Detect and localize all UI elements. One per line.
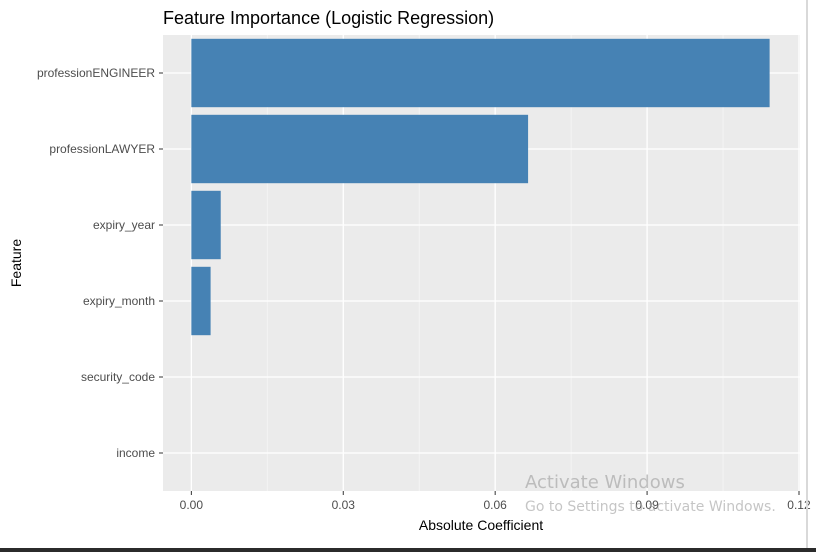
plot-panel — [163, 35, 800, 491]
bar-professionlawyer — [191, 114, 529, 184]
y-axis: professionENGINEER professionLAWYER expiry… — [37, 66, 163, 460]
y-tick-label: security_code — [81, 370, 155, 384]
y-axis-title: Feature — [8, 239, 24, 287]
bar-expiry-year — [191, 190, 221, 260]
x-tick-label: 0.12 — [787, 498, 811, 512]
x-tick-label: 0.00 — [180, 498, 204, 512]
y-tick-label: professionLAWYER — [49, 142, 155, 156]
window-edge — [806, 0, 808, 548]
bar-expiry-month — [191, 266, 211, 336]
chart-title: Feature Importance (Logistic Regression) — [163, 8, 494, 28]
y-tick-label: expiry_month — [83, 294, 155, 308]
x-tick-label: 0.09 — [635, 498, 659, 512]
bar-professionengineer — [191, 38, 770, 108]
y-tick-label: income — [116, 446, 155, 460]
x-axis: 0.00 0.03 0.06 0.09 0.12 — [180, 491, 811, 512]
y-tick-label: professionENGINEER — [37, 66, 155, 80]
y-tick-label: expiry_year — [93, 218, 155, 232]
taskbar-edge — [0, 548, 816, 552]
x-axis-title: Absolute Coefficient — [419, 517, 543, 533]
bars — [191, 38, 770, 336]
x-tick-label: 0.03 — [332, 498, 356, 512]
x-tick-label: 0.06 — [483, 498, 507, 512]
